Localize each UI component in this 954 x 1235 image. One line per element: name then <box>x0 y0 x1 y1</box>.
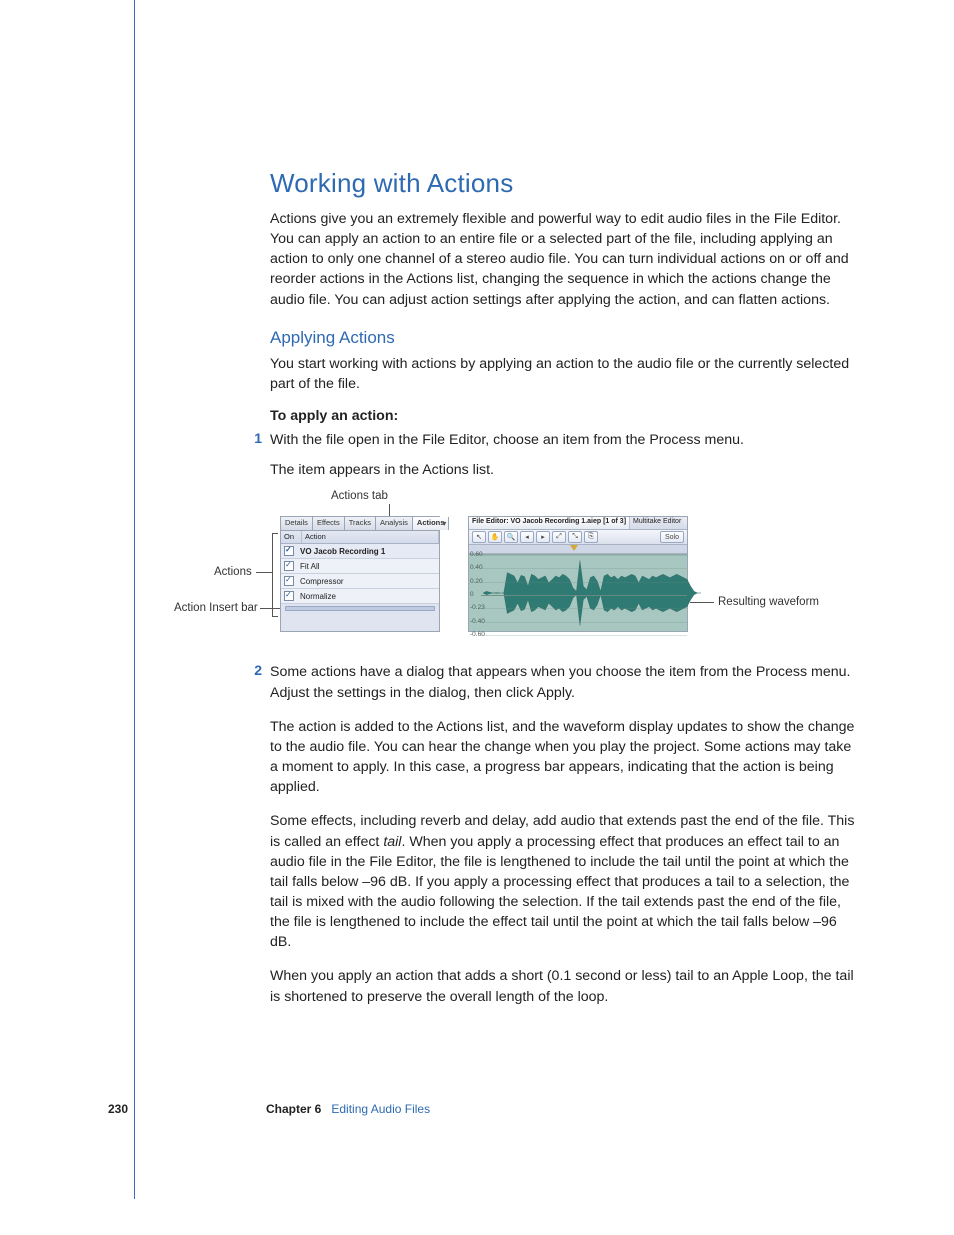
section-heading: Working with Actions <box>270 168 860 199</box>
waveform-tab2[interactable]: Multitake Editor <box>630 517 684 529</box>
checkbox[interactable] <box>281 576 297 586</box>
tab-details[interactable]: Details <box>281 517 313 530</box>
tool-zoom-icon[interactable]: 🔍 <box>504 531 518 543</box>
actions-panel: Details Effects Tracks Analysis Actions … <box>280 516 440 632</box>
callout-actions-tab: Actions tab <box>331 490 388 502</box>
para-after-3: When you apply an action that adds a sho… <box>270 966 860 1006</box>
page-number: 230 <box>108 1102 148 1116</box>
callout-line <box>260 608 280 609</box>
file-title: VO Jacob Recording 1 <box>297 547 439 556</box>
subsection-intro: You start working with actions by applyi… <box>270 354 860 394</box>
subsection-heading: Applying Actions <box>270 328 860 348</box>
para2-ital: tail <box>383 834 401 850</box>
step-1-follow: The item appears in the Actions list. <box>270 460 860 480</box>
tab-tracks[interactable]: Tracks <box>345 517 376 530</box>
section-intro: Actions give you an extremely flexible a… <box>270 209 860 310</box>
waveform-toolbar: ↖ ✋ 🔍 ◂ ▸ ⤢ ⤡ ⎘ Solo <box>469 530 687 545</box>
playhead-marker-icon[interactable] <box>570 545 578 551</box>
step-1: 1 With the file open in the File Editor,… <box>270 430 860 450</box>
panel-menu-icon[interactable]: ▾ <box>442 519 446 528</box>
chapter-name: Editing Audio Files <box>331 1102 430 1116</box>
waveform-title: File Editor: VO Jacob Recording 1.aiep [… <box>469 517 630 529</box>
callout-insert-bar: Action Insert bar <box>174 602 258 614</box>
tab-analysis[interactable]: Analysis <box>376 517 413 530</box>
action-name: Compressor <box>297 577 439 586</box>
action-insert-bar[interactable] <box>285 606 435 611</box>
solo-button[interactable]: Solo <box>660 531 684 543</box>
para2-b: . When you apply a processing effect tha… <box>270 834 849 951</box>
y-tick-label: 0 <box>470 591 474 598</box>
action-row[interactable]: Compressor <box>281 574 439 589</box>
tool-link-icon[interactable]: ⎘ <box>584 531 598 543</box>
actions-file-title-row[interactable]: VO Jacob Recording 1 <box>281 544 439 559</box>
tool-next-icon[interactable]: ▸ <box>536 531 550 543</box>
checkbox[interactable] <box>281 546 297 556</box>
callout-actions: Actions <box>214 566 252 578</box>
step-2: 2 Some actions have a dialog that appear… <box>270 662 860 702</box>
callout-line <box>256 572 272 573</box>
panel-tabs: Details Effects Tracks Analysis Actions … <box>281 517 439 531</box>
action-name: Normalize <box>297 592 439 601</box>
waveform-panel: File Editor: VO Jacob Recording 1.aiep [… <box>468 516 688 632</box>
action-name: Fit All <box>297 562 439 571</box>
tool-zoomout-icon[interactable]: ⤢ <box>552 531 566 543</box>
action-row[interactable]: Normalize <box>281 589 439 604</box>
para-after-1: The action is added to the Actions list,… <box>270 717 860 798</box>
para-after-2: Some effects, including reverb and delay… <box>270 811 860 952</box>
tool-zoomin-icon[interactable]: ⤡ <box>568 531 582 543</box>
col-action: Action <box>302 531 439 543</box>
waveform-display[interactable]: 0.600.400.200-0.23-0.40-0.60 <box>469 554 687 631</box>
tab-effects[interactable]: Effects <box>313 517 345 530</box>
figure: Actions tab Actions Action Insert bar Re… <box>160 486 880 636</box>
col-on: On <box>281 531 302 543</box>
chapter-label: Chapter 6 <box>266 1102 321 1116</box>
step-number: 1 <box>246 430 270 446</box>
actions-list-header: On Action <box>281 531 439 544</box>
checkbox[interactable] <box>281 591 297 601</box>
page-footer: 230 Chapter 6 Editing Audio Files <box>108 1102 430 1116</box>
checkbox[interactable] <box>281 561 297 571</box>
waveform-ruler[interactable] <box>469 545 687 554</box>
tool-pointer-icon[interactable]: ↖ <box>472 531 486 543</box>
tool-hand-icon[interactable]: ✋ <box>488 531 502 543</box>
callout-bracket <box>272 533 278 617</box>
step-text: With the file open in the File Editor, c… <box>270 430 860 450</box>
tool-prev-icon[interactable]: ◂ <box>520 531 534 543</box>
left-margin-rule <box>134 0 135 1199</box>
instruction-head: To apply an action: <box>270 408 860 424</box>
callout-result: Resulting waveform <box>718 596 819 608</box>
step-text: Some actions have a dialog that appears … <box>270 662 860 702</box>
waveform-header: File Editor: VO Jacob Recording 1.aiep [… <box>469 517 687 530</box>
step-number: 2 <box>246 662 270 678</box>
action-row[interactable]: Fit All <box>281 559 439 574</box>
